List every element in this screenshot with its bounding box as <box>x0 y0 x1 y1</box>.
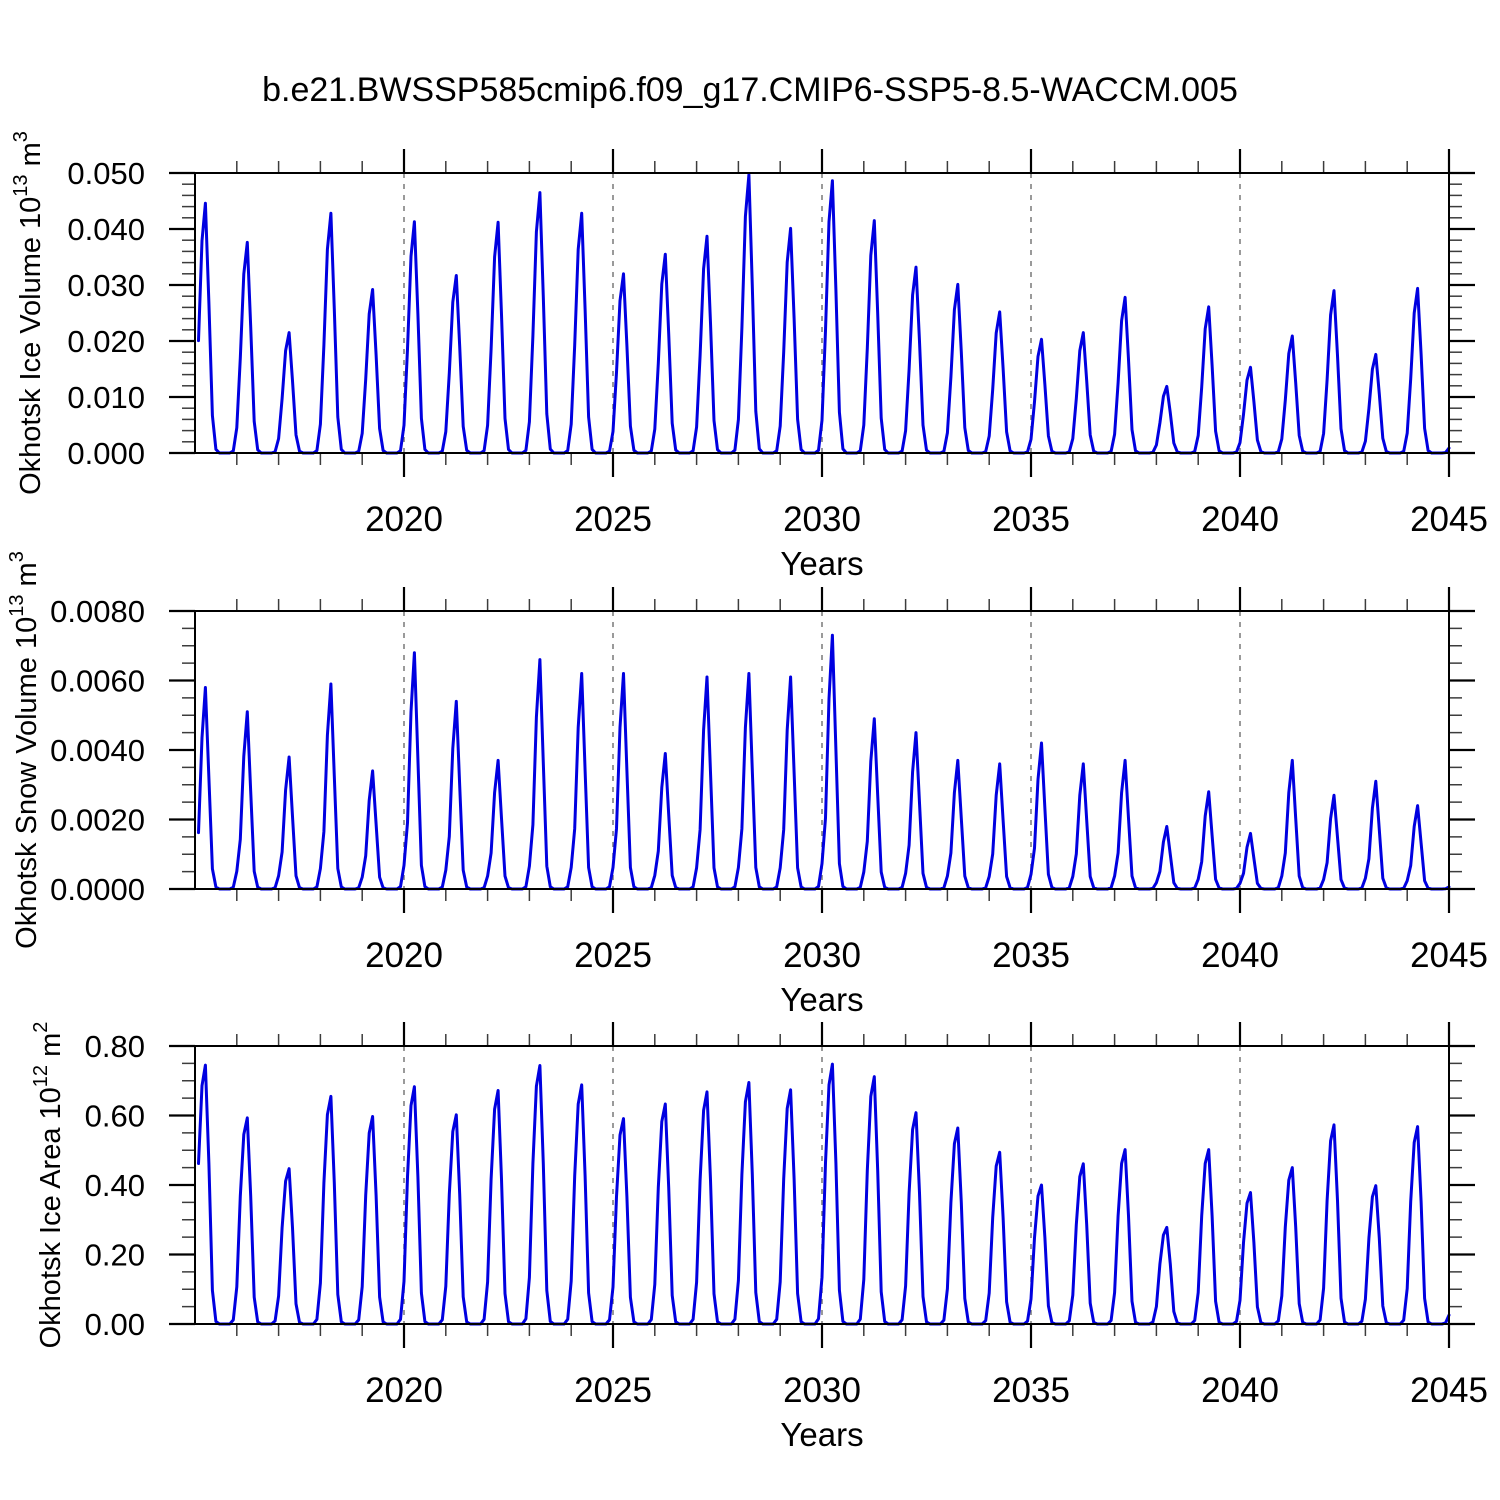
y-tick-label: 0.40 <box>85 1168 145 1203</box>
x-tick-label: 2035 <box>992 500 1070 539</box>
chart-snow-volume: 0.0000 0.0020 0.0040 0.0060 0.0080 2020 2025 20… <box>50 587 1488 975</box>
x-tick-label: 2045 <box>1410 500 1488 539</box>
y-tick-label: 0.030 <box>67 268 145 303</box>
x-tick-label: 2040 <box>1201 936 1279 975</box>
plot-frame <box>194 1045 1450 1325</box>
y-tick-label: 0.000 <box>67 436 145 471</box>
chart-ice-volume: 0.000 0.010 0.020 0.030 0.040 0.050 2020 2025 20… <box>67 149 1488 539</box>
series-line-okhotsk-ice-area <box>197 1062 1451 1326</box>
y-tick-label: 0.0060 <box>50 664 145 699</box>
y-tick-label: 0.00 <box>85 1307 145 1342</box>
x-tick-label: 2025 <box>574 500 652 539</box>
y-axis-title-snow-volume: Okhotsk Snow Volume 1013 m3 <box>6 551 43 949</box>
y-tick-label: 0.20 <box>85 1238 145 1273</box>
x-tick-label: 2020 <box>365 500 443 539</box>
plot-frame <box>194 172 1450 454</box>
y-tick-label: 0.020 <box>67 324 145 359</box>
y-tick-label: 0.050 <box>67 156 145 191</box>
y-tick-label: 0.0020 <box>50 803 145 838</box>
x-tick-label: 2040 <box>1201 1371 1279 1410</box>
x-axis-title: Years <box>780 1416 863 1453</box>
plot-frame <box>194 610 1450 890</box>
y-axis-title-ice-area: Okhotsk Ice Area 1012 m2 <box>30 1022 67 1349</box>
y-axis-title-ice-volume: Okhotsk Ice Volume 1013 m3 <box>10 131 47 495</box>
x-axis-title: Years <box>780 981 863 1018</box>
x-tick-label: 2025 <box>574 936 652 975</box>
series-line-okhotsk-ice-volume <box>197 173 1451 455</box>
y-tick-label: 0.0040 <box>50 733 145 768</box>
x-tick-label: 2020 <box>365 1371 443 1410</box>
chart-ice-area: 0.00 0.20 0.40 0.60 0.80 2020 2025 2030 2035 2040… <box>85 1022 1488 1410</box>
x-tick-label: 2035 <box>992 1371 1070 1410</box>
x-tick-label: 2045 <box>1410 1371 1488 1410</box>
x-tick-label: 2025 <box>574 1371 652 1410</box>
y-tick-label: 0.040 <box>67 212 145 247</box>
x-tick-label: 2030 <box>783 936 861 975</box>
x-axis-title: Years <box>780 545 863 582</box>
y-tick-label: 0.010 <box>67 380 145 415</box>
y-tick-label: 0.0080 <box>50 594 145 629</box>
figure-title: b.e21.BWSSP585cmip6.f09_g17.CMIP6-SSP5-8… <box>262 71 1238 109</box>
y-tick-label: 0.0000 <box>50 872 145 907</box>
x-tick-label: 2020 <box>365 936 443 975</box>
y-tick-label: 0.80 <box>85 1029 145 1064</box>
x-tick-label: 2035 <box>992 936 1070 975</box>
x-tick-label: 2040 <box>1201 500 1279 539</box>
y-tick-label: 0.60 <box>85 1099 145 1134</box>
x-tick-label: 2030 <box>783 500 861 539</box>
x-tick-label: 2045 <box>1410 936 1488 975</box>
x-tick-label: 2030 <box>783 1371 861 1410</box>
series-line-okhotsk-snow-volume <box>197 633 1451 891</box>
